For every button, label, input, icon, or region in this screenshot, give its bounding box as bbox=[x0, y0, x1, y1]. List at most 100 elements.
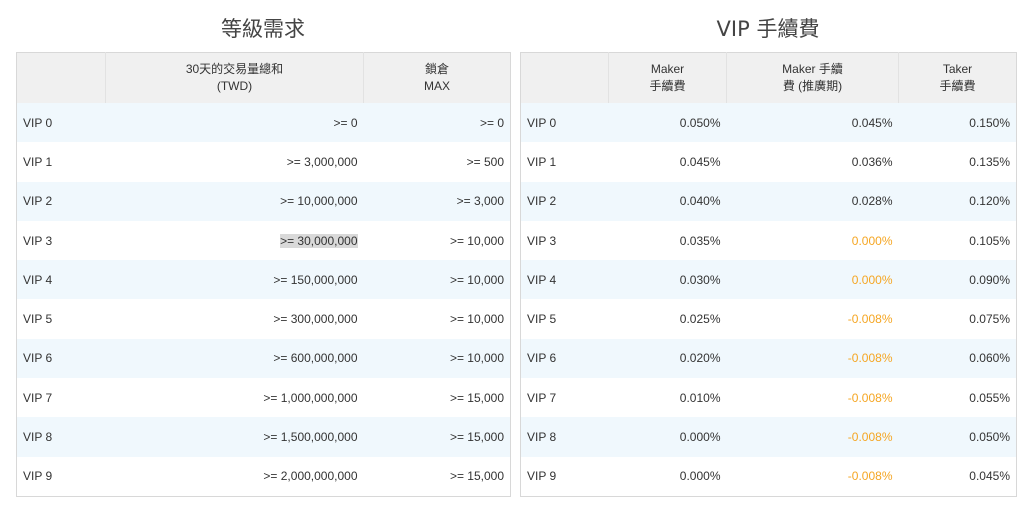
tier-level-cell: VIP 2 bbox=[16, 181, 106, 221]
taker-fee-cell: 0.150% bbox=[898, 103, 1017, 143]
taker-fee-cell: 0.050% bbox=[898, 417, 1017, 457]
fee-level-cell: VIP 7 bbox=[520, 378, 609, 418]
maker-promo-fee-cell: 0.036% bbox=[726, 142, 899, 182]
fee-table-row: VIP 2 0.040% 0.028% 0.120% bbox=[520, 181, 1017, 221]
tier-lock-cell: >= 10,000 bbox=[363, 220, 511, 261]
fee-table-row: VIP 1 0.045% 0.036% 0.135% bbox=[520, 142, 1017, 182]
tier-header-volume: 30天的交易量總和 (TWD) bbox=[105, 52, 364, 103]
tier-volume-cell: >= 1,500,000,000 bbox=[105, 417, 364, 457]
tier-volume-value: >= 30,000,000 bbox=[280, 233, 358, 248]
tier-lock-cell: >= 15,000 bbox=[363, 417, 511, 457]
fee-table-row: VIP 5 0.025% -0.008% 0.075% bbox=[520, 299, 1017, 339]
tier-table-row: VIP 2 >= 10,000,000 >= 3,000 bbox=[16, 181, 511, 221]
tier-volume-cell: >= 30,000,000 bbox=[105, 220, 364, 261]
tier-volume-cell: >= 150,000,000 bbox=[105, 260, 364, 300]
tier-table-row: VIP 3 >= 30,000,000 >= 10,000 bbox=[16, 220, 511, 261]
taker-fee-cell: 0.055% bbox=[898, 378, 1017, 418]
tier-volume-value: >= 10,000,000 bbox=[280, 194, 358, 209]
tier-lock-cell: >= 3,000 bbox=[363, 181, 511, 221]
fee-level-cell: VIP 2 bbox=[520, 181, 609, 221]
tier-volume-value: >= 300,000,000 bbox=[273, 312, 358, 327]
tier-volume-cell: >= 0 bbox=[105, 103, 364, 143]
tier-volume-cell: >= 600,000,000 bbox=[105, 338, 364, 379]
tier-lock-cell: >= 10,000 bbox=[363, 338, 511, 379]
tier-table-row: VIP 6 >= 600,000,000 >= 10,000 bbox=[16, 338, 511, 379]
maker-promo-fee-cell: -0.008% bbox=[726, 299, 899, 339]
maker-fee-cell: 0.000% bbox=[608, 417, 727, 457]
maker-promo-fee-cell: 0.000% bbox=[726, 220, 899, 261]
fee-table-row: VIP 8 0.000% -0.008% 0.050% bbox=[520, 417, 1017, 457]
taker-fee-cell: 0.135% bbox=[898, 142, 1017, 182]
fee-level-cell: VIP 3 bbox=[520, 220, 609, 261]
tier-volume-value: >= 600,000,000 bbox=[273, 351, 358, 366]
fee-header-level bbox=[520, 52, 609, 103]
taker-fee-cell: 0.045% bbox=[898, 456, 1017, 497]
tier-lock-cell: >= 10,000 bbox=[363, 299, 511, 339]
tier-lock-cell: >= 15,000 bbox=[363, 378, 511, 418]
tier-level-cell: VIP 4 bbox=[16, 260, 106, 300]
tier-volume-cell: >= 2,000,000,000 bbox=[105, 456, 364, 497]
fee-header-maker-promo: Maker 手續 費 (推廣期) bbox=[726, 52, 899, 103]
tier-level-cell: VIP 8 bbox=[16, 417, 106, 457]
tier-lock-cell: >= 500 bbox=[363, 142, 511, 182]
fee-table-row: VIP 7 0.010% -0.008% 0.055% bbox=[520, 378, 1017, 418]
fee-level-cell: VIP 6 bbox=[520, 338, 609, 379]
fee-table-header-row: Maker 手續費 Maker 手續 費 (推廣期) Taker 手續費 bbox=[520, 52, 1017, 103]
tier-table-row: VIP 5 >= 300,000,000 >= 10,000 bbox=[16, 299, 511, 339]
tier-volume-value: >= 1,000,000,000 bbox=[263, 390, 358, 405]
maker-promo-fee-cell: 0.000% bbox=[726, 260, 899, 300]
tier-volume-cell: >= 10,000,000 bbox=[105, 181, 364, 221]
tier-level-cell: VIP 5 bbox=[16, 299, 106, 339]
maker-promo-fee-cell: -0.008% bbox=[726, 417, 899, 457]
tier-table-row: VIP 4 >= 150,000,000 >= 10,000 bbox=[16, 260, 511, 300]
tier-requirements-title: 等級需求 bbox=[221, 17, 305, 41]
fee-level-cell: VIP 0 bbox=[520, 103, 609, 143]
tier-lock-cell: >= 10,000 bbox=[363, 260, 511, 300]
taker-fee-cell: 0.060% bbox=[898, 338, 1017, 379]
tier-volume-value: >= 0 bbox=[333, 115, 358, 130]
fee-level-cell: VIP 9 bbox=[520, 456, 609, 497]
tier-volume-cell: >= 300,000,000 bbox=[105, 299, 364, 339]
maker-fee-cell: 0.000% bbox=[608, 456, 727, 497]
fee-header-taker: Taker 手續費 bbox=[898, 52, 1017, 103]
taker-fee-cell: 0.090% bbox=[898, 260, 1017, 300]
fee-level-cell: VIP 8 bbox=[520, 417, 609, 457]
fee-header-maker: Maker 手續費 bbox=[608, 52, 727, 103]
taker-fee-cell: 0.120% bbox=[898, 181, 1017, 221]
maker-fee-cell: 0.040% bbox=[608, 181, 727, 221]
tier-lock-cell: >= 0 bbox=[363, 103, 511, 143]
tier-table-header-row: 30天的交易量總和 (TWD) 鎖倉 MAX bbox=[16, 52, 511, 103]
tier-table-row: VIP 0 >= 0 >= 0 bbox=[16, 103, 511, 143]
tier-level-cell: VIP 7 bbox=[16, 378, 106, 418]
fee-table-row: VIP 3 0.035% 0.000% 0.105% bbox=[520, 220, 1017, 261]
fee-level-cell: VIP 1 bbox=[520, 142, 609, 182]
maker-fee-cell: 0.020% bbox=[608, 338, 727, 379]
tier-volume-value: >= 1,500,000,000 bbox=[263, 430, 358, 445]
tier-header-lock: 鎖倉 MAX bbox=[363, 52, 511, 103]
maker-fee-cell: 0.010% bbox=[608, 378, 727, 418]
fee-level-cell: VIP 5 bbox=[520, 299, 609, 339]
tier-table-row: VIP 8 >= 1,500,000,000 >= 15,000 bbox=[16, 417, 511, 457]
tier-table-row: VIP 1 >= 3,000,000 >= 500 bbox=[16, 142, 511, 182]
maker-fee-cell: 0.025% bbox=[608, 299, 727, 339]
maker-promo-fee-cell: 0.028% bbox=[726, 181, 899, 221]
maker-promo-fee-cell: -0.008% bbox=[726, 338, 899, 379]
vip-fee-table: Maker 手續費 Maker 手續 費 (推廣期) Taker 手續費 VIP… bbox=[520, 52, 1017, 497]
tier-volume-cell: >= 3,000,000 bbox=[105, 142, 364, 182]
tier-volume-value: >= 2,000,000,000 bbox=[263, 469, 358, 484]
tier-volume-cell: >= 1,000,000,000 bbox=[105, 378, 364, 418]
tier-level-cell: VIP 1 bbox=[16, 142, 106, 182]
taker-fee-cell: 0.075% bbox=[898, 299, 1017, 339]
maker-promo-fee-cell: -0.008% bbox=[726, 456, 899, 497]
tier-volume-value: >= 3,000,000 bbox=[286, 154, 358, 169]
maker-fee-cell: 0.030% bbox=[608, 260, 727, 300]
fee-table-row: VIP 0 0.050% 0.045% 0.150% bbox=[520, 103, 1017, 143]
maker-fee-cell: 0.050% bbox=[608, 103, 727, 143]
maker-fee-cell: 0.045% bbox=[608, 142, 727, 182]
tier-level-cell: VIP 0 bbox=[16, 103, 106, 143]
fee-table-row: VIP 6 0.020% -0.008% 0.060% bbox=[520, 338, 1017, 379]
tier-level-cell: VIP 3 bbox=[16, 220, 106, 261]
tier-table-row: VIP 7 >= 1,000,000,000 >= 15,000 bbox=[16, 378, 511, 418]
maker-promo-fee-cell: 0.045% bbox=[726, 103, 899, 143]
